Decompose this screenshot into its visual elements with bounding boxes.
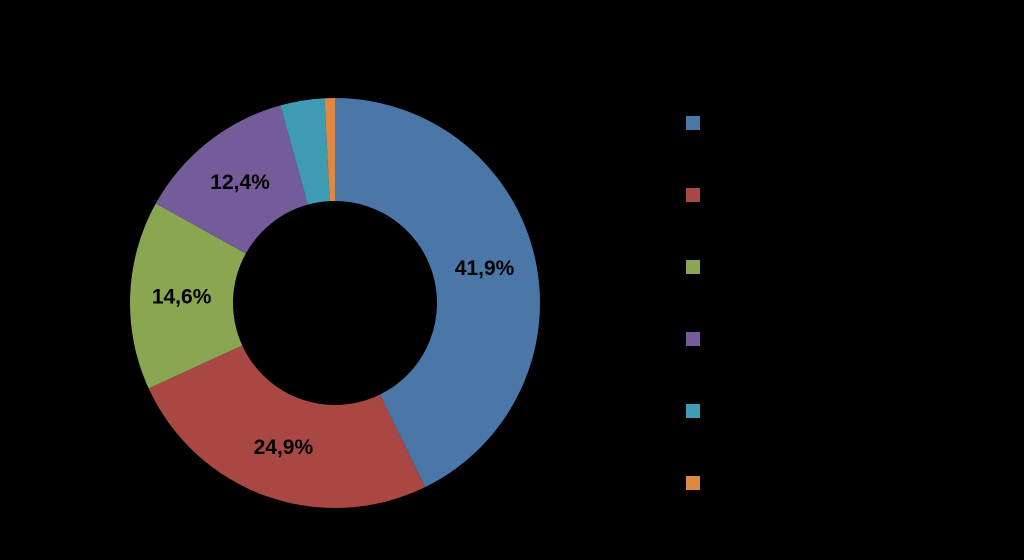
donut-slice-5 (280, 98, 330, 205)
donut-slice-1 (335, 98, 540, 488)
legend-marker-5 (686, 404, 700, 418)
legend-marker-2 (686, 188, 700, 202)
slice-data-label-3: 14,6% (152, 286, 212, 309)
legend-marker-1 (686, 116, 700, 130)
legend-marker-3 (686, 260, 700, 274)
slice-data-label-2: 24,9% (254, 436, 314, 459)
legend-marker-4 (686, 332, 700, 346)
donut-slices (130, 98, 540, 509)
legend-marker-6 (686, 476, 700, 490)
donut-slice-6 (324, 98, 335, 202)
donut-labels: 41,9% 24,9% 14,6% 12,4% (152, 171, 515, 459)
donut-slice-2 (148, 345, 426, 509)
donut-slice-3 (130, 203, 246, 389)
chart-legend (686, 116, 700, 490)
donut-slice-4 (155, 105, 308, 254)
slice-data-label-4: 12,4% (210, 171, 270, 194)
slice-data-label-1: 41,9% (455, 257, 515, 280)
